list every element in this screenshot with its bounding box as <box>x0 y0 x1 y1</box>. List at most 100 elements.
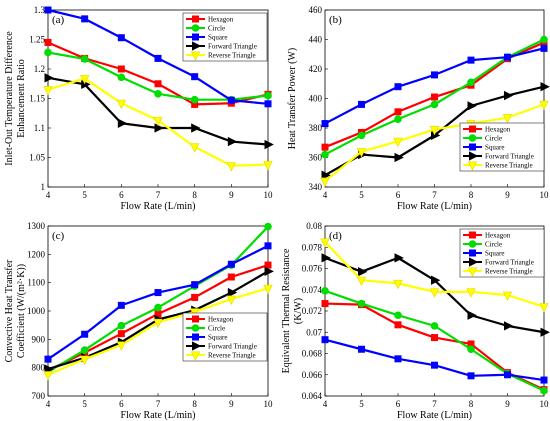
y-tick-label: 0.078 <box>302 242 323 252</box>
x-tick-label: 10 <box>540 399 550 409</box>
legend-marker <box>468 134 477 142</box>
legend-marker <box>191 324 200 332</box>
x-tick-label: 5 <box>359 190 364 200</box>
data-point <box>430 71 438 79</box>
chart-panel-1: 4 5 6 7 8 9 10 1 1.05 1.1 1.15 1.2 1.25 1.3 Flow Rate … <box>4 5 274 212</box>
data-point <box>154 289 162 297</box>
data-point <box>539 100 549 111</box>
y-tick-label: 1.2 <box>34 64 45 74</box>
data-point <box>321 287 329 295</box>
y-tick-label: 360 <box>309 153 323 163</box>
legend-marker <box>468 151 479 161</box>
data-point <box>320 177 330 187</box>
data-point <box>117 34 125 42</box>
y-tick-label: 0.076 <box>302 264 323 274</box>
series-square <box>321 336 548 384</box>
data-point <box>321 170 331 180</box>
x-tick-label: 9 <box>229 190 234 200</box>
data-point <box>44 48 52 57</box>
data-point <box>540 44 548 52</box>
y-tick-label: 1 <box>41 182 46 192</box>
legend-marker <box>190 351 201 361</box>
y-tick-label: 1200 <box>27 249 46 259</box>
data-point <box>357 100 365 108</box>
legend-marker <box>192 33 200 41</box>
data-point <box>264 222 272 231</box>
data-point <box>321 336 329 344</box>
data-point <box>503 371 511 379</box>
data-point <box>429 125 440 136</box>
data-point <box>154 303 162 312</box>
legend-label: Square <box>485 250 504 258</box>
x-tick-label: 8 <box>469 399 474 409</box>
legend-label: Reverse Triangle <box>208 52 256 60</box>
x-axis-label: Flow Rate (L/min) <box>397 201 472 212</box>
panel-label: (b) <box>329 14 342 26</box>
data-point <box>393 137 403 148</box>
x-tick-label: 8 <box>469 190 474 200</box>
data-point <box>227 273 235 281</box>
data-point <box>44 364 54 374</box>
data-point <box>191 281 199 289</box>
legend-label: Square <box>485 144 504 152</box>
data-point <box>430 334 438 342</box>
legend-marker <box>468 143 476 151</box>
data-point <box>467 345 475 354</box>
data-point <box>539 303 549 313</box>
x-tick-label: 9 <box>505 190 510 200</box>
data-point <box>117 65 125 73</box>
y-tick-label: 900 <box>32 334 46 344</box>
legend-label: Circle <box>208 25 225 33</box>
y-axis-label: Convective Heat Transfer <box>4 259 15 362</box>
panel-label: (d) <box>329 230 342 242</box>
x-tick-label: 6 <box>396 399 401 409</box>
y-axis-label: Inlet-Out Temperature Difference <box>4 31 15 166</box>
data-point <box>153 318 163 329</box>
data-point <box>44 355 52 363</box>
data-point <box>226 162 237 172</box>
x-tick-label: 10 <box>540 190 550 200</box>
data-point <box>357 299 366 308</box>
data-point <box>430 93 438 101</box>
x-tick-label: 9 <box>505 399 510 409</box>
data-point <box>44 6 52 14</box>
data-point <box>540 376 548 384</box>
data-point <box>227 136 238 147</box>
data-point <box>321 150 329 159</box>
data-point <box>264 91 272 100</box>
data-point <box>79 74 90 85</box>
data-point <box>540 327 550 337</box>
legend-marker <box>191 24 200 32</box>
data-point <box>394 83 402 91</box>
legend-label: Hexagon <box>208 16 234 24</box>
y-axis-label: Heat Transfer Power (W) <box>287 48 298 149</box>
data-point <box>540 35 548 44</box>
data-point <box>357 267 368 277</box>
legend-label: Hexagon <box>485 232 511 240</box>
data-point <box>116 99 127 110</box>
x-tick-label: 4 <box>46 399 51 409</box>
chart-panel-2: 4 5 6 7 8 9 10 340 360 380 400 420 440 460 Flow Rate (… <box>287 5 550 212</box>
data-point <box>394 311 402 320</box>
legend-label: Forward Triangle <box>485 259 534 267</box>
data-point <box>502 114 513 124</box>
data-point <box>356 148 367 158</box>
data-point <box>321 143 329 151</box>
data-point <box>467 310 477 320</box>
x-tick-label: 10 <box>264 399 274 409</box>
legend-marker <box>468 249 476 257</box>
data-point <box>80 55 89 63</box>
data-point <box>394 355 402 363</box>
legend-marker <box>192 315 200 323</box>
series-reverse-triangle <box>43 284 273 381</box>
series-line <box>324 302 545 391</box>
y-axis-label: Coefficient (W/(m²·K)) <box>16 264 27 358</box>
legend-label: Square <box>208 34 227 42</box>
legend-label: Circle <box>485 135 502 143</box>
x-tick-label: 7 <box>432 190 437 200</box>
legend-label: Forward Triangle <box>485 153 534 161</box>
